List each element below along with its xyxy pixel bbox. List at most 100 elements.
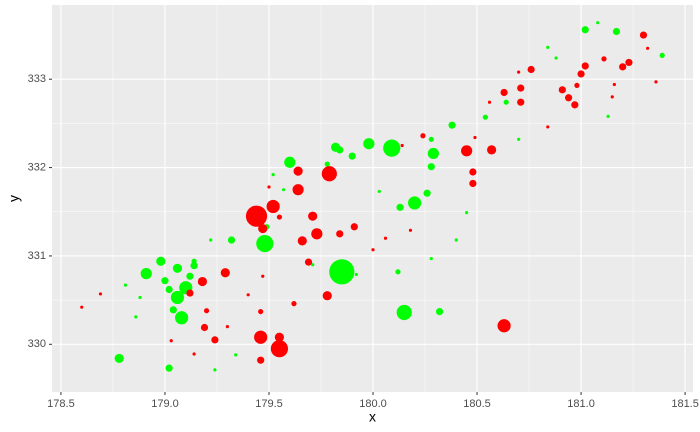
point: [487, 145, 497, 155]
point: [186, 272, 194, 280]
point: [558, 86, 566, 94]
point: [234, 353, 238, 357]
point: [619, 63, 627, 71]
major-grid: [52, 5, 693, 392]
point: [170, 290, 185, 305]
point: [610, 95, 614, 99]
point: [646, 46, 650, 50]
x-tick-label: 179.0: [151, 398, 179, 410]
point: [473, 135, 477, 140]
y-tick-label: 330: [28, 338, 46, 350]
point: [308, 211, 318, 221]
point: [435, 307, 444, 316]
point: [427, 147, 439, 160]
point: [546, 125, 550, 129]
point: [350, 223, 358, 231]
point: [487, 100, 492, 104]
point: [408, 196, 422, 210]
point: [213, 368, 217, 372]
point: [395, 269, 401, 275]
point: [297, 236, 307, 246]
point: [428, 136, 434, 142]
point: [371, 248, 375, 252]
point: [527, 65, 535, 74]
point: [482, 114, 488, 120]
point: [581, 62, 589, 70]
minor-grid: [52, 5, 693, 392]
point: [377, 189, 381, 194]
point: [517, 98, 525, 106]
point: [292, 184, 304, 196]
point: [291, 301, 297, 307]
x-tick-label: 179.5: [255, 398, 283, 410]
point: [261, 274, 265, 278]
point: [134, 315, 138, 319]
point: [271, 173, 275, 177]
point: [254, 330, 268, 344]
point: [581, 26, 589, 34]
y-tick-label: 331: [28, 250, 46, 262]
point: [639, 31, 648, 39]
point: [80, 305, 84, 309]
point: [363, 138, 375, 150]
point: [304, 258, 313, 266]
point: [311, 228, 323, 240]
point: [659, 52, 665, 58]
point: [606, 114, 610, 118]
y-tick-label: 333: [28, 73, 46, 85]
point: [98, 292, 103, 296]
point: [461, 145, 473, 157]
point: [429, 256, 433, 261]
point: [408, 228, 413, 232]
point: [284, 156, 296, 168]
point: [270, 340, 288, 358]
point: [454, 238, 458, 242]
point: [276, 214, 282, 220]
point: [427, 163, 435, 171]
point: [245, 205, 268, 227]
point: [497, 319, 511, 333]
point: [227, 236, 236, 244]
point: [469, 168, 477, 176]
point: [324, 161, 330, 167]
point: [517, 137, 521, 141]
y-axis-title: y: [6, 195, 22, 202]
point: [197, 276, 208, 287]
point: [546, 45, 550, 50]
point: [383, 139, 401, 157]
point: [192, 352, 196, 356]
point: [293, 166, 303, 176]
point: [165, 364, 173, 372]
point: [564, 94, 573, 102]
point: [114, 353, 124, 364]
point: [191, 258, 197, 264]
point: [465, 211, 469, 215]
point: [423, 189, 431, 197]
point: [246, 293, 250, 297]
point: [256, 234, 274, 253]
point: [574, 82, 580, 89]
point: [175, 311, 189, 325]
point: [209, 238, 213, 242]
point: [330, 142, 341, 152]
point: [336, 230, 344, 238]
point: [311, 263, 315, 267]
point: [321, 166, 337, 182]
point: [577, 70, 585, 78]
point: [571, 101, 579, 109]
point: [172, 263, 183, 273]
point: [258, 223, 268, 234]
point: [258, 308, 264, 315]
x-tick-label: 180.0: [359, 398, 387, 410]
point: [612, 27, 621, 36]
point: [612, 82, 616, 87]
x-tick-label: 178.5: [47, 398, 75, 410]
point: [517, 70, 521, 74]
point: [469, 179, 477, 188]
point: [281, 188, 286, 192]
point: [220, 268, 230, 278]
point: [156, 256, 166, 266]
point: [400, 143, 404, 148]
point: [186, 289, 194, 297]
